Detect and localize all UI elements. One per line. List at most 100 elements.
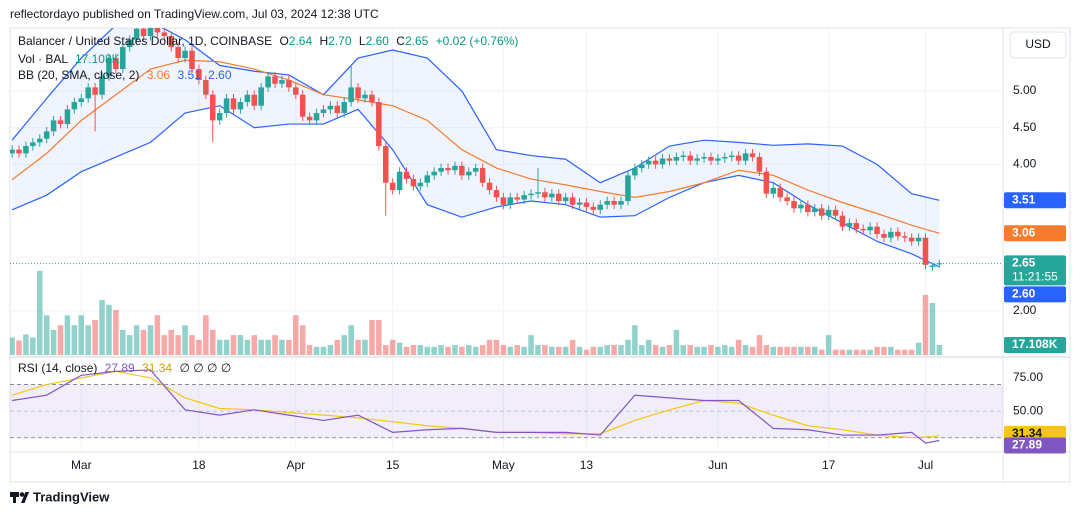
candle-body — [258, 87, 264, 106]
candle-body — [348, 87, 354, 103]
volume-bar — [382, 345, 389, 355]
volume-bar — [209, 329, 216, 355]
ohlc-value: 2.70 — [328, 34, 352, 48]
volume-bar — [853, 349, 860, 355]
volume-bar — [237, 335, 244, 355]
candle-body — [500, 197, 507, 205]
candle-body — [929, 265, 936, 268]
volume-bar — [244, 339, 251, 355]
ohlc-letter: L — [359, 34, 366, 48]
volume-bar — [452, 345, 458, 355]
candle-body — [389, 182, 396, 191]
volume-bar — [749, 346, 756, 355]
candle-body — [30, 142, 36, 147]
candle-body — [23, 146, 29, 154]
candle-body — [140, 28, 147, 37]
volume-bar — [376, 319, 382, 355]
candle-body — [701, 157, 707, 159]
candle-body — [901, 236, 908, 238]
overlay: Mar 18 Apr 15 May 13 Jun 17 Jul 5.00 4.50 4.00 2.00 7… — [71, 83, 1066, 472]
volume-bar — [43, 315, 50, 355]
volume-bar — [120, 329, 126, 355]
candle-body — [92, 87, 98, 95]
candle-body — [459, 165, 465, 176]
candle-body — [597, 204, 604, 210]
candle-body — [299, 94, 306, 117]
volume-bar — [396, 342, 403, 355]
volume-bar — [286, 339, 292, 355]
candle-body — [763, 171, 770, 194]
candle-body — [327, 105, 334, 110]
candle-body — [216, 113, 223, 121]
volume-bar — [279, 339, 285, 355]
volume-bar — [216, 339, 223, 355]
candle-body — [639, 164, 645, 169]
candle-body — [583, 202, 590, 207]
candle-body — [382, 146, 389, 183]
volume-bar — [126, 335, 133, 355]
volume-bar — [659, 346, 666, 355]
candle-body — [555, 193, 562, 202]
volume-bar — [64, 315, 71, 355]
volume-bar — [639, 345, 645, 355]
volume-bar — [881, 346, 887, 355]
candle-body — [549, 193, 555, 198]
volume-bar — [106, 304, 112, 355]
volume-bar — [846, 349, 853, 355]
volume-bar — [812, 346, 818, 355]
volume-bar — [549, 346, 555, 355]
candle-body — [825, 209, 832, 216]
candle-body — [251, 94, 258, 106]
rsi-badge — [1004, 437, 1066, 454]
volume-legend: Vol · BAL 17.108K — [18, 52, 120, 66]
volume-bar — [479, 345, 486, 355]
volume-bar — [154, 315, 161, 355]
volume-bar — [196, 339, 202, 355]
candle-body — [203, 80, 209, 95]
currency-label[interactable]: USD — [1025, 37, 1051, 51]
bb-legend: BB (20, SMA, close, 2) 3.06 3.51 2.60 — [18, 68, 232, 82]
candle-body — [237, 102, 244, 110]
volume-bar — [562, 346, 569, 355]
candle-body — [410, 179, 417, 187]
volume-bar — [182, 325, 188, 355]
candle-body — [230, 98, 237, 110]
candle-body — [438, 168, 444, 172]
candle-body — [445, 168, 451, 171]
volume-bar — [583, 349, 590, 355]
volume-bar — [722, 345, 728, 355]
candle-body — [562, 197, 569, 202]
volume-bar — [701, 346, 707, 355]
bb-lower-badge — [1004, 286, 1066, 303]
volume-bar — [36, 270, 43, 355]
volume-bar — [645, 339, 652, 355]
candle-body — [154, 28, 161, 33]
bb-lower-label: 2.60 — [1012, 287, 1036, 301]
ohlc-value: 2.60 — [366, 34, 390, 48]
currency-button[interactable] — [1009, 31, 1067, 59]
volume-bar — [708, 345, 714, 355]
volume-bar — [417, 345, 424, 355]
volume-bar — [535, 345, 541, 355]
chart-frame — [9, 27, 1071, 483]
candle-body — [791, 201, 797, 209]
candle-body — [860, 228, 866, 231]
candle-body — [673, 157, 680, 161]
volume-bar — [735, 339, 742, 355]
candle-body — [805, 204, 811, 213]
candle-body — [126, 39, 133, 48]
x-tick-label: 17 — [822, 458, 836, 472]
volume-bar — [929, 303, 936, 355]
volume-bar — [569, 339, 576, 355]
volume-badge — [1004, 337, 1066, 354]
volume-bar — [895, 349, 901, 355]
symbol-name: Balancer / United States Dollar, 1D, COI… — [18, 34, 272, 48]
volume-bar — [915, 342, 922, 355]
candle-body — [888, 231, 894, 238]
volume-bar — [756, 335, 763, 355]
candle-body — [99, 76, 105, 95]
volume-bar — [50, 329, 57, 355]
volume-bar — [632, 325, 638, 355]
volume-bar — [784, 346, 790, 355]
candle-body — [604, 201, 610, 205]
